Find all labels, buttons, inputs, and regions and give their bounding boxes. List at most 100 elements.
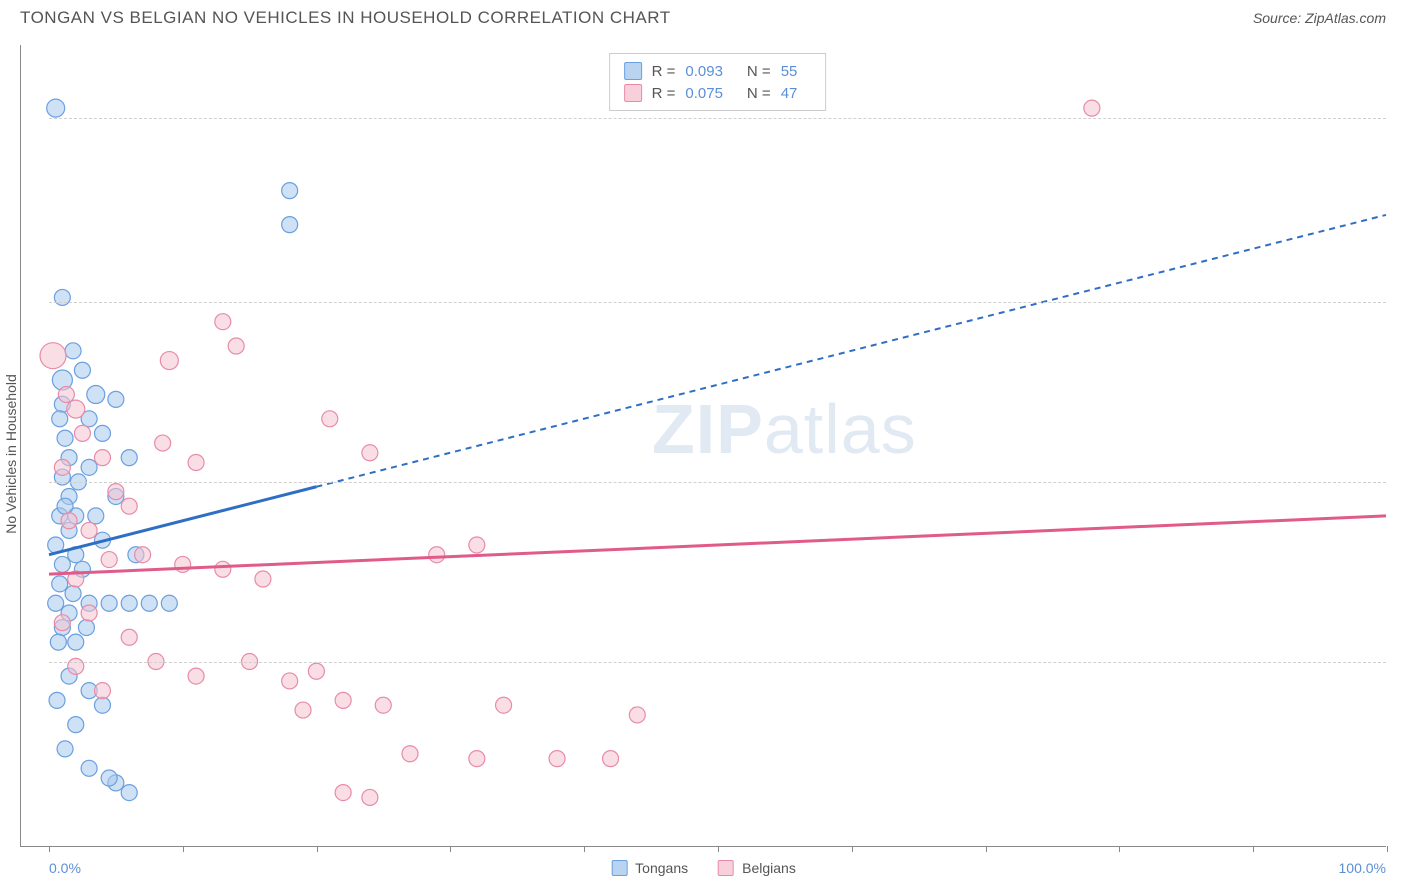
data-point: [1084, 100, 1100, 116]
plot-area: ZIPatlas R = 0.093 N = 55 R = 0.075 N = …: [49, 45, 1386, 846]
data-point: [48, 595, 64, 611]
data-point: [228, 338, 244, 354]
legend-swatch-tongans: [624, 62, 642, 80]
legend-label-tongans: Tongans: [635, 860, 688, 876]
x-tick: [183, 846, 184, 852]
data-point: [322, 411, 338, 427]
data-point: [469, 751, 485, 767]
data-point: [74, 425, 90, 441]
x-tick: [584, 846, 585, 852]
series-legend: Tongans Belgians: [611, 860, 796, 876]
data-point: [255, 571, 271, 587]
data-point: [54, 459, 70, 475]
r-value-belgians: 0.075: [685, 85, 723, 102]
data-point: [61, 513, 77, 529]
x-tick: [986, 846, 987, 852]
x-tick: [718, 846, 719, 852]
data-point: [215, 561, 231, 577]
x-tick: [49, 846, 50, 852]
data-point: [135, 547, 151, 563]
data-point: [121, 785, 137, 801]
legend-label-belgians: Belgians: [742, 860, 796, 876]
data-point: [50, 634, 66, 650]
chart-title: TONGAN VS BELGIAN NO VEHICLES IN HOUSEHO…: [20, 8, 671, 28]
data-point: [121, 450, 137, 466]
gridline: [49, 302, 1386, 303]
data-point: [68, 634, 84, 650]
data-point: [52, 576, 68, 592]
data-point: [121, 498, 137, 514]
data-point: [65, 343, 81, 359]
data-point: [47, 99, 65, 117]
legend-item-belgians: Belgians: [718, 860, 796, 876]
data-point: [629, 707, 645, 723]
trend-line-dashed: [316, 215, 1386, 487]
data-point: [87, 386, 105, 404]
data-point: [161, 595, 177, 611]
legend-swatch-icon: [611, 860, 627, 876]
n-value-tongans: 55: [781, 63, 798, 80]
correlation-legend: R = 0.093 N = 55 R = 0.075 N = 47: [609, 53, 827, 111]
x-axis-max-label: 100.0%: [1339, 860, 1386, 876]
data-point: [335, 692, 351, 708]
gridline: [49, 662, 1386, 663]
data-point: [81, 605, 97, 621]
data-point: [58, 387, 74, 403]
trend-line-solid: [49, 516, 1386, 574]
x-tick: [852, 846, 853, 852]
data-point: [101, 770, 117, 786]
legend-swatch-belgians: [624, 84, 642, 102]
data-point: [108, 391, 124, 407]
data-point: [282, 673, 298, 689]
legend-row-tongans: R = 0.093 N = 55: [624, 60, 812, 82]
r-value-tongans: 0.093: [685, 63, 723, 80]
data-point: [308, 663, 324, 679]
data-point: [335, 785, 351, 801]
legend-item-tongans: Tongans: [611, 860, 688, 876]
data-point: [160, 352, 178, 370]
chart-source: Source: ZipAtlas.com: [1253, 10, 1386, 26]
data-point: [295, 702, 311, 718]
data-point: [429, 547, 445, 563]
data-point: [108, 484, 124, 500]
data-point: [81, 459, 97, 475]
data-point: [549, 751, 565, 767]
x-axis-min-label: 0.0%: [49, 860, 81, 876]
data-point: [141, 595, 157, 611]
data-point: [54, 615, 70, 631]
x-tick: [1387, 846, 1388, 852]
gridline: [49, 482, 1386, 483]
data-point: [469, 537, 485, 553]
data-point: [81, 760, 97, 776]
data-point: [362, 789, 378, 805]
data-point: [603, 751, 619, 767]
data-point: [188, 668, 204, 684]
n-value-belgians: 47: [781, 85, 798, 102]
x-tick: [450, 846, 451, 852]
data-point: [94, 683, 110, 699]
data-point: [49, 692, 65, 708]
chart-header: TONGAN VS BELGIAN NO VEHICLES IN HOUSEHO…: [0, 0, 1406, 40]
data-point: [54, 556, 70, 572]
data-point: [57, 430, 73, 446]
data-point: [188, 454, 204, 470]
y-axis-label: No Vehicles in Household: [3, 374, 19, 534]
data-point: [101, 552, 117, 568]
data-point: [402, 746, 418, 762]
data-point: [88, 508, 104, 524]
data-point: [57, 741, 73, 757]
data-point: [101, 595, 117, 611]
data-point: [496, 697, 512, 713]
data-point: [94, 425, 110, 441]
data-point: [78, 620, 94, 636]
data-point: [68, 717, 84, 733]
legend-row-belgians: R = 0.075 N = 47: [624, 82, 812, 104]
x-tick: [1253, 846, 1254, 852]
data-point: [282, 183, 298, 199]
data-point: [52, 411, 68, 427]
data-point: [375, 697, 391, 713]
data-point: [282, 217, 298, 233]
data-point: [121, 629, 137, 645]
data-point: [65, 586, 81, 602]
data-point: [155, 435, 171, 451]
